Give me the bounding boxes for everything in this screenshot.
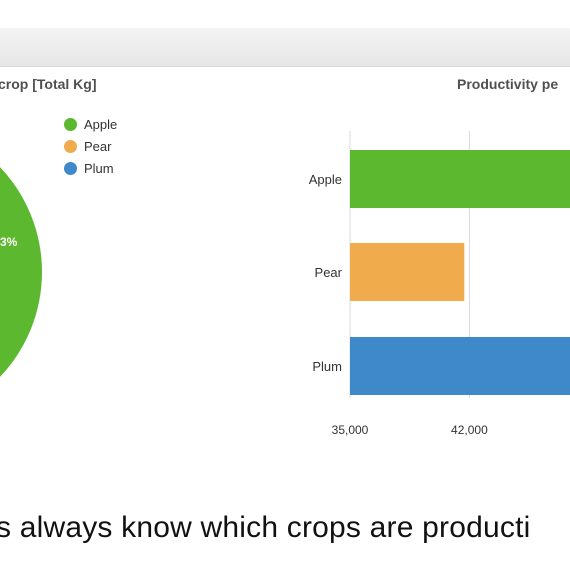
pie-slice-apple xyxy=(0,167,42,377)
legend-marker-pear xyxy=(64,139,77,153)
caption-text: s always know which crops are producti xyxy=(0,511,531,544)
bar-plum xyxy=(350,337,570,395)
bar-apple xyxy=(350,150,570,208)
pie-chart-title: crop [Total Kg] xyxy=(0,76,97,92)
pie-legend: Apple Pear Plum xyxy=(64,113,117,179)
legend-marker-plum xyxy=(64,161,77,175)
bar-x-tick-label-1: 42,000 xyxy=(451,423,488,437)
legend-label-plum: Plum xyxy=(84,160,114,176)
bar-category-label-apple: Apple xyxy=(309,172,342,187)
bar-pear xyxy=(350,243,465,301)
bar-chart-title: Productivity pe xyxy=(457,76,559,92)
pie-data-label: 3% xyxy=(0,235,18,249)
legend-item-pear[interactable]: Pear xyxy=(64,135,117,157)
bar-category-label-plum: Plum xyxy=(312,359,342,374)
header-bar xyxy=(0,28,570,67)
legend-marker-apple xyxy=(64,117,77,131)
legend-label-pear: Pear xyxy=(84,138,112,154)
legend-item-apple[interactable]: Apple xyxy=(64,113,117,135)
legend-label-apple: Apple xyxy=(84,116,118,132)
bar-category-label-pear: Pear xyxy=(315,265,343,280)
legend-item-plum[interactable]: Plum xyxy=(64,157,117,179)
bar-x-tick-label-0: 35,000 xyxy=(332,423,369,437)
